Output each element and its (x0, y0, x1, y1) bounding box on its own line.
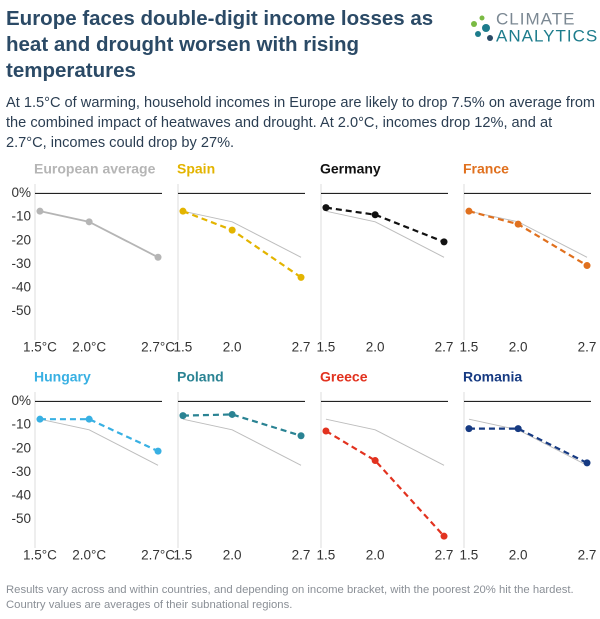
title: Europe faces double-digit income losses … (6, 7, 434, 82)
series-line (468, 210, 588, 267)
logo-dot (487, 35, 493, 41)
x-tick-label: 2.0°C (72, 340, 106, 355)
data-point (36, 207, 44, 215)
data-point (322, 427, 330, 435)
y-tick-label: 0% (11, 185, 31, 200)
data-point (36, 415, 44, 423)
y-tick-label: -40 (11, 488, 31, 503)
logo-text: CLIMATE (496, 9, 575, 28)
x-tick-label: 2.7 (435, 340, 454, 355)
panel-title: European average (34, 161, 156, 177)
y-tick-label: -50 (11, 303, 31, 318)
data-point (583, 262, 591, 270)
x-tick-label: 1.5 (317, 548, 336, 563)
x-tick-label: 2.0 (366, 340, 385, 355)
footnote: Results vary across and within countries… (6, 584, 574, 611)
panel-title: Hungary (34, 369, 91, 385)
data-point (179, 207, 187, 215)
data-point (465, 425, 473, 433)
data-point (371, 457, 379, 465)
panel-title: Greece (320, 369, 368, 385)
series-line (468, 427, 588, 464)
logo-dot (479, 15, 485, 21)
subtitle: At 1.5°C of warming, household incomes i… (6, 95, 596, 151)
series-line (182, 210, 302, 279)
data-point (228, 226, 236, 234)
series-line (325, 430, 445, 537)
panel-title: France (463, 161, 509, 177)
data-point (228, 410, 236, 418)
series-line (325, 206, 445, 243)
x-tick-label: 1.5°C (23, 548, 57, 563)
x-tick-label: 2.0 (366, 548, 385, 563)
x-tick-label: 2.7 (578, 548, 597, 563)
x-tick-label: 2.0 (509, 548, 528, 563)
x-tick-label: 1.5 (174, 340, 193, 355)
reference-line (39, 418, 159, 466)
y-tick-label: -50 (11, 511, 31, 526)
data-point (514, 220, 522, 228)
panel-title: Germany (320, 161, 381, 177)
logo-dot (475, 31, 481, 37)
x-tick-label: 2.0 (509, 340, 528, 355)
x-tick-label: 2.0°C (72, 548, 106, 563)
x-tick-label: 2.7 (292, 340, 311, 355)
y-tick-label: -10 (11, 417, 31, 432)
y-tick-label: -40 (11, 280, 31, 295)
panel-title: Poland (177, 369, 224, 385)
series-line (39, 210, 159, 259)
data-point (85, 218, 93, 226)
reference-line (325, 418, 445, 466)
x-tick-label: 2.7 (578, 340, 597, 355)
y-tick-label: -20 (11, 440, 31, 455)
data-point (440, 532, 448, 540)
data-point (154, 253, 162, 261)
x-tick-label: 1.5 (174, 548, 193, 563)
panel-title: Spain (177, 161, 215, 177)
data-point (179, 412, 187, 420)
y-tick-label: -30 (11, 464, 31, 479)
x-tick-label: 2.0 (223, 548, 242, 563)
y-tick-label: -10 (11, 209, 31, 224)
y-tick-label: -20 (11, 232, 31, 247)
x-tick-label: 1.5 (317, 340, 336, 355)
data-point (514, 425, 522, 433)
data-point (85, 415, 93, 423)
data-point (465, 207, 473, 215)
logo: CLIMATE ANALYTICS (471, 9, 598, 45)
logo-dot (482, 24, 490, 32)
reference-line (325, 210, 445, 258)
data-point (322, 204, 330, 212)
series-line (182, 413, 302, 437)
x-tick-label: 1.5 (460, 548, 479, 563)
data-point (297, 432, 305, 440)
data-point (297, 273, 305, 281)
x-tick-label: 2.7°C (141, 340, 175, 355)
data-point (440, 238, 448, 246)
panel-title: Romania (463, 369, 522, 385)
logo-dot (471, 21, 477, 27)
x-tick-label: 2.0 (223, 340, 242, 355)
y-tick-label: -30 (11, 256, 31, 271)
reference-line (182, 418, 302, 466)
data-point (154, 447, 162, 455)
x-tick-label: 1.5 (460, 340, 479, 355)
x-tick-label: 2.7°C (141, 548, 175, 563)
x-tick-label: 1.5°C (23, 340, 57, 355)
data-point (371, 211, 379, 219)
data-point (583, 459, 591, 467)
reference-line (468, 418, 588, 466)
y-tick-label: 0% (11, 393, 31, 408)
x-tick-label: 2.7 (292, 548, 311, 563)
logo-text: ANALYTICS (496, 26, 598, 45)
x-tick-label: 2.7 (435, 548, 454, 563)
reference-line (468, 210, 588, 258)
reference-line (182, 210, 302, 258)
